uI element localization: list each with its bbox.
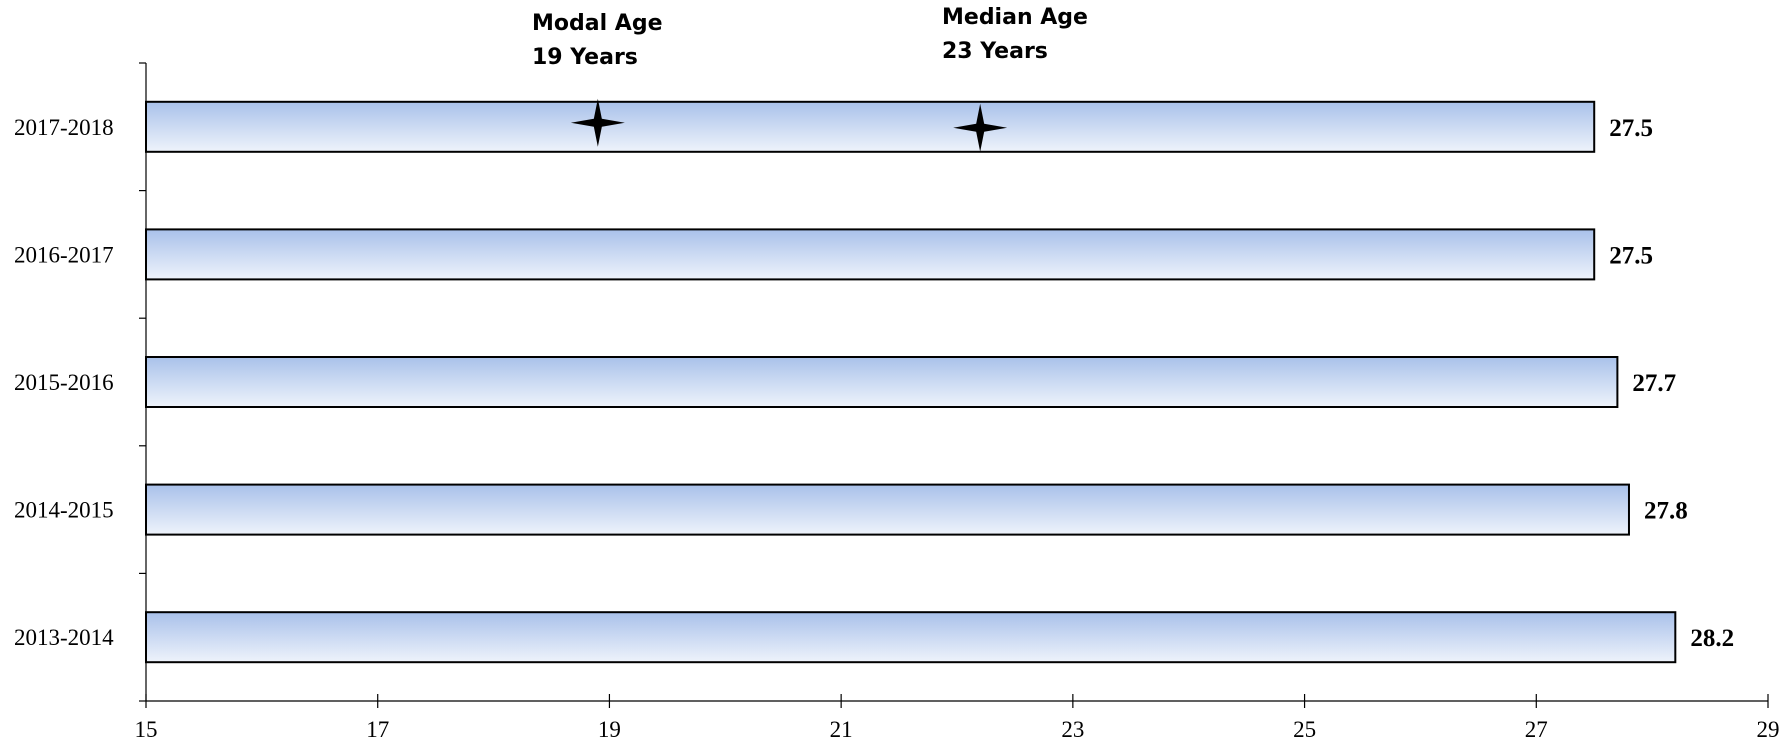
category-label: 2017-2018 — [14, 115, 114, 140]
annotation-line-2: 19 Years — [532, 45, 638, 70]
category-label: 2015-2016 — [14, 370, 114, 395]
bar — [145, 483, 1630, 536]
data-label: 27.5 — [1609, 115, 1653, 142]
bar — [145, 228, 1596, 281]
x-tick-label: 27 — [1525, 717, 1548, 742]
x-tick-label: 17 — [366, 717, 389, 742]
annotation-line-2: 23 Years — [942, 39, 1048, 64]
bar — [145, 100, 1596, 153]
x-tick-label: 23 — [1061, 717, 1084, 742]
bar — [145, 356, 1619, 408]
annotation-line-1: Modal Age — [532, 11, 663, 36]
x-tick-label: 21 — [830, 717, 853, 742]
labels: 15 17 19 21 23 25 27 29 2017-2018 27.5 2016-2017 27… — [14, 115, 1780, 742]
annotations: Modal Age 19 Years Median Age 23 Years — [532, 5, 1088, 152]
star-marker-icon — [570, 98, 625, 147]
category-label: 2014-2015 — [14, 498, 114, 523]
x-tick-label: 29 — [1757, 717, 1780, 742]
data-label: 28.2 — [1690, 625, 1734, 652]
annotation-line-1: Median Age — [942, 5, 1088, 30]
star-marker-icon — [953, 103, 1008, 152]
bars — [145, 100, 1677, 664]
bar — [145, 611, 1677, 664]
x-tick-label: 25 — [1293, 717, 1316, 742]
category-label: 2013-2014 — [14, 625, 114, 650]
category-label: 2016-2017 — [14, 242, 114, 267]
data-label: 27.5 — [1609, 242, 1653, 269]
x-tick-label: 15 — [135, 717, 158, 742]
data-label: 27.8 — [1644, 498, 1688, 525]
x-tick-label: 19 — [598, 717, 621, 742]
data-label: 27.7 — [1632, 370, 1676, 397]
